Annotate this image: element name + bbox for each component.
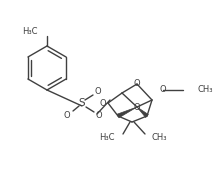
Text: CH₃: CH₃ — [151, 133, 166, 142]
Text: O: O — [96, 112, 102, 121]
Text: CH₃: CH₃ — [198, 85, 214, 94]
Polygon shape — [137, 107, 148, 117]
Text: H₃C: H₃C — [99, 133, 115, 142]
Text: O: O — [64, 111, 70, 120]
Polygon shape — [117, 107, 137, 118]
Text: O: O — [99, 98, 106, 107]
Text: O: O — [160, 85, 166, 94]
Text: O: O — [134, 80, 140, 89]
Text: H₃C: H₃C — [23, 28, 38, 37]
Text: S: S — [79, 98, 85, 108]
Text: O: O — [134, 102, 140, 112]
Text: O: O — [95, 86, 101, 95]
